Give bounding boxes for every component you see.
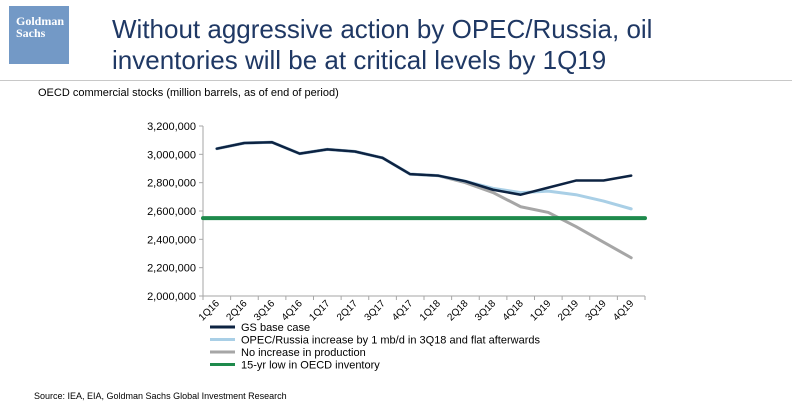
x-tick-label: 1Q17: [307, 298, 332, 323]
series-line-no-increase: [215, 140, 633, 260]
y-tick-label: 2,600,000: [147, 206, 196, 218]
x-tick-label: 3Q19: [584, 298, 609, 323]
goldman-sachs-logo: Goldman Sachs: [9, 6, 69, 64]
x-tick-label: 1Q18: [418, 298, 443, 323]
x-tick-label: 4Q16: [280, 298, 305, 323]
x-tick-label: 2Q19: [556, 298, 581, 323]
series-line-gs-base: [215, 141, 633, 196]
y-tick-label: 3,200,000: [147, 121, 196, 133]
x-tick-label: 2Q16: [224, 298, 249, 323]
x-tick-label: 4Q17: [390, 298, 415, 323]
logo-line-1: Goldman: [16, 14, 65, 28]
y-tick-label: 2,800,000: [147, 178, 196, 190]
title-line-1: Without aggressive action by OPEC/Russia…: [112, 14, 653, 44]
x-tick-label: 4Q19: [611, 298, 636, 323]
slide-title: Without aggressive action by OPEC/Russia…: [112, 14, 772, 76]
x-tick-label: 3Q17: [363, 298, 388, 323]
legend-label-gs-base: GS base case: [241, 322, 310, 334]
y-tick-label: 2,400,000: [147, 234, 196, 246]
legend-label-opec-increase: OPEC/Russia increase by 1 mb/d in 3Q18 a…: [241, 335, 540, 347]
x-tick-label: 3Q18: [473, 298, 498, 323]
x-tick-label: 3Q16: [252, 298, 277, 323]
title-line-2: inventories will be at critical levels b…: [112, 45, 607, 75]
y-tick-label: 3,000,000: [147, 149, 196, 161]
title-divider: [0, 80, 792, 81]
x-tick-label: 1Q19: [528, 298, 553, 323]
y-tick-label: 2,200,000: [147, 263, 196, 275]
legend-label-no-increase: No increase in production: [241, 347, 366, 359]
x-tick-label: 1Q16: [197, 298, 222, 323]
x-tick-label: 2Q18: [445, 298, 470, 323]
x-tick-label: 4Q18: [501, 298, 526, 323]
chart-subtitle: OECD commercial stocks (million barrels,…: [38, 87, 339, 99]
legend-label-low15yr: 15-yr low in OECD inventory: [241, 360, 380, 372]
source-note: Source: IEA, EIA, Goldman Sachs Global I…: [34, 391, 287, 401]
y-tick-label: 2,000,000: [147, 291, 196, 303]
x-tick-label: 2Q17: [335, 298, 360, 323]
logo-line-2: Sachs: [16, 26, 46, 40]
